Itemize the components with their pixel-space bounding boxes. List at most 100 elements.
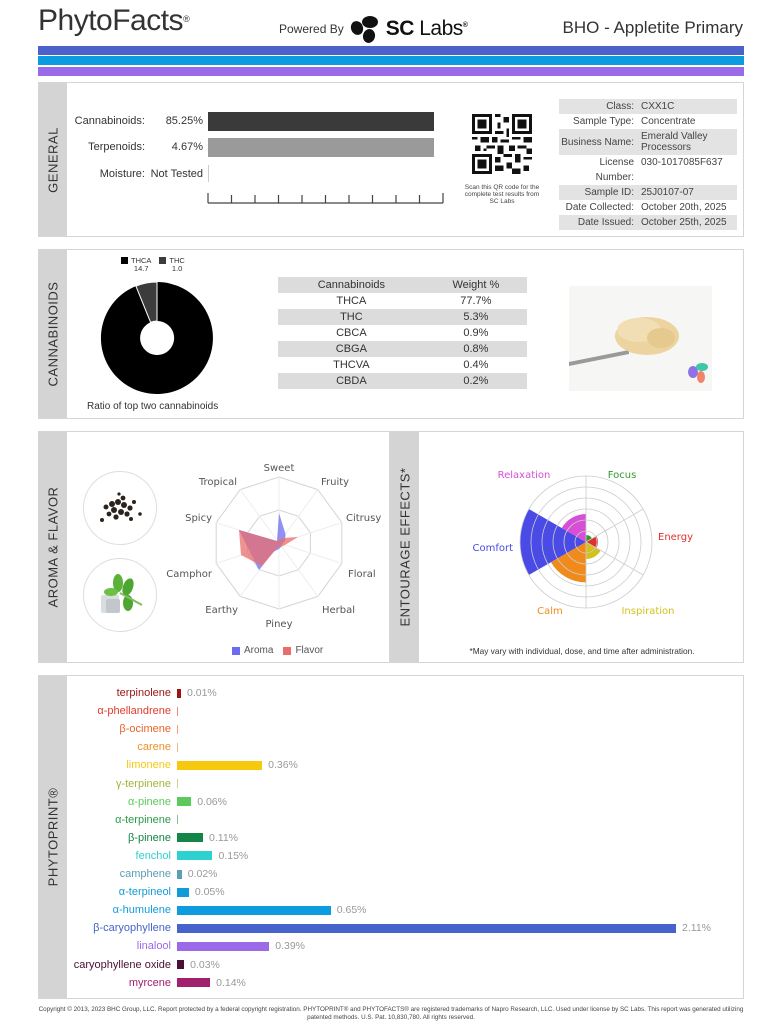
general-side-tab: GENERAL: [39, 83, 67, 236]
info-row-license: License Number: 030-1017085F637: [595, 157, 723, 183]
svg-text:Focus: Focus: [608, 470, 637, 481]
qr-code[interactable]: [472, 114, 532, 174]
info-row-sample-type: Sample Type: Concentrate: [573, 116, 696, 127]
product-title: BHO - Appletite Primary: [562, 18, 743, 37]
ratio-donut-chart: [100, 281, 213, 394]
terpene-value: 0.36%: [268, 759, 298, 772]
terpene-row: α-terpinene: [66, 811, 184, 829]
brand-logo: PhytoFacts®: [38, 4, 190, 38]
svg-text:Camphor: Camphor: [166, 569, 213, 580]
stripe-3: [38, 67, 744, 76]
mint-image: [83, 558, 157, 632]
terpene-value: 0.39%: [275, 940, 306, 953]
terpene-row: α-humulene 0.65%: [66, 901, 367, 919]
svg-text:Sweet: Sweet: [264, 463, 295, 474]
terpene-bar: [177, 923, 676, 933]
terpene-bar: [177, 724, 178, 734]
terpene-row: fenchol 0.15%: [66, 847, 249, 865]
terpene-name: caryophyllene oxide: [73, 958, 171, 971]
terpene-row: β-ocimene: [66, 720, 184, 738]
thc-swatch-icon: [159, 257, 167, 264]
sample-info-table: Class: CXX1C Sample Type: Concentrate Busi…: [559, 99, 737, 230]
moisture-value: Not Tested: [150, 168, 203, 180]
terpene-bar: [177, 887, 189, 897]
terpene-bar: [177, 797, 192, 807]
terpene-bar: [177, 760, 263, 770]
svg-text:Piney: Piney: [266, 619, 293, 630]
terpene-value: 0.03%: [190, 958, 220, 971]
terpene-name: limonene: [126, 759, 171, 772]
terpene-bar: [177, 978, 211, 988]
terpene-row: linalool 0.39%: [66, 937, 305, 955]
info-row-business-name: Business Name: Emerald Valley Processors: [559, 129, 737, 155]
terpene-bar: [177, 851, 213, 861]
flavor-swatch-icon: [283, 646, 292, 655]
terpene-row: α-phellandrene: [66, 702, 184, 720]
moisture-label: Moisture:: [99, 168, 145, 180]
entourage-footnote: *May vary with individual, dose, and tim…: [469, 646, 695, 656]
terpene-value: 0.05%: [194, 886, 225, 899]
powered-by-label: Powered By: [279, 22, 344, 36]
brand-mark: ®: [183, 14, 190, 24]
info-row-date-collected: Date Collected: October 20th, 2025: [565, 202, 727, 213]
cannabinoids-section: CANNABINOIDS THCA 14.7 THC 1.0 Ratio of to…: [38, 249, 744, 419]
terpene-row: caryophyllene oxide 0.03%: [66, 956, 220, 974]
terpene-name: α-pinene: [127, 795, 171, 808]
general-section: GENERAL Cannabinoids: 85.25% Terpenoids:…: [38, 82, 744, 237]
terpene-name: linalool: [136, 940, 171, 953]
entourage-side-tab: ENTOURAGE EFFECTS*: [391, 432, 419, 662]
info-row-date-issued: Date Issued: October 25th, 2025: [559, 215, 737, 230]
terpene-name: α-terpineol: [118, 886, 171, 899]
stripe-1: [38, 46, 744, 55]
table-row: CBCA 0.9%: [336, 327, 489, 339]
lab-name: SC Labs®: [385, 17, 468, 40]
terpene-name: β-ocimene: [119, 723, 171, 736]
phytoprint-side-tab: PHYTOPRINT®: [39, 676, 67, 998]
thca-swatch-icon: [121, 257, 128, 264]
terpene-value: 0.65%: [336, 904, 367, 917]
general-axis: [207, 193, 444, 204]
table-row: THCVA 0.4%: [333, 359, 489, 371]
terpene-row: myrcene 0.14%: [66, 974, 246, 992]
footer-copyright: Copyright © 2013, 2023 BHC Group, LLC. R…: [38, 1006, 744, 1021]
terpene-name: β-pinene: [127, 831, 171, 844]
product-photo: [569, 286, 712, 391]
terpene-row: α-pinene 0.06%: [66, 793, 227, 811]
svg-text:Spicy: Spicy: [185, 513, 212, 524]
terpene-row: α-terpineol 0.05%: [66, 883, 225, 901]
sc-labs-logo-icon: [350, 16, 378, 43]
pepper-image: [83, 471, 157, 545]
terpene-row: β-pinene 0.11%: [66, 829, 238, 847]
svg-text:Tropical: Tropical: [198, 477, 237, 488]
cannabinoids-side-tab: CANNABINOIDS: [39, 250, 67, 418]
cannabinoids-bar: [208, 112, 434, 131]
svg-text:Inspiration: Inspiration: [621, 606, 674, 617]
aroma-swatch-icon: [232, 646, 240, 655]
terpene-row: limonene 0.36%: [66, 756, 298, 774]
terpene-name: fenchol: [135, 849, 171, 862]
terpene-value: 0.01%: [187, 687, 217, 699]
svg-text:Relaxation: Relaxation: [498, 470, 551, 481]
aroma-flavor-section: AROMA & FLAVOR: [38, 431, 390, 663]
terpene-name: α-phellandrene: [97, 705, 171, 718]
terpene-name: carene: [137, 741, 171, 754]
entourage-section: ENTOURAGE EFFECTS* Relaxation Focus Ener…: [390, 431, 744, 663]
table-row: THC 5.3%: [278, 309, 527, 325]
terpene-name: α-terpinene: [115, 813, 171, 826]
moisture-bar: [208, 165, 209, 182]
terpene-value: 0.02%: [187, 868, 218, 880]
terpene-row: terpinolene 0.01%: [66, 684, 217, 702]
phytoprint-section: PHYTOPRINT®: [38, 675, 744, 999]
info-row-class: Class: CXX1C: [559, 99, 737, 114]
terpenoids-value: 4.67%: [171, 141, 203, 153]
ratio-caption: Ratio of top two cannabinoids: [87, 401, 219, 412]
qr-caption: Scan this QR code for the complete test …: [464, 184, 540, 205]
svg-text:Fruity: Fruity: [321, 477, 349, 488]
terpene-bar: [177, 869, 182, 879]
table-row: CBGA 0.8%: [278, 341, 527, 357]
aroma-radar-chart: Sweet Fruity Citrusy Floral Herbal Piney…: [166, 463, 381, 630]
terpene-bar: [177, 815, 178, 825]
cannabinoid-table: Cannabinoids Weight % THCA 77.7% THC 5.3% C…: [278, 277, 527, 389]
terpene-row: β-caryophyllene 2.11%: [66, 919, 711, 937]
terpene-row: camphene 0.02%: [66, 865, 218, 883]
